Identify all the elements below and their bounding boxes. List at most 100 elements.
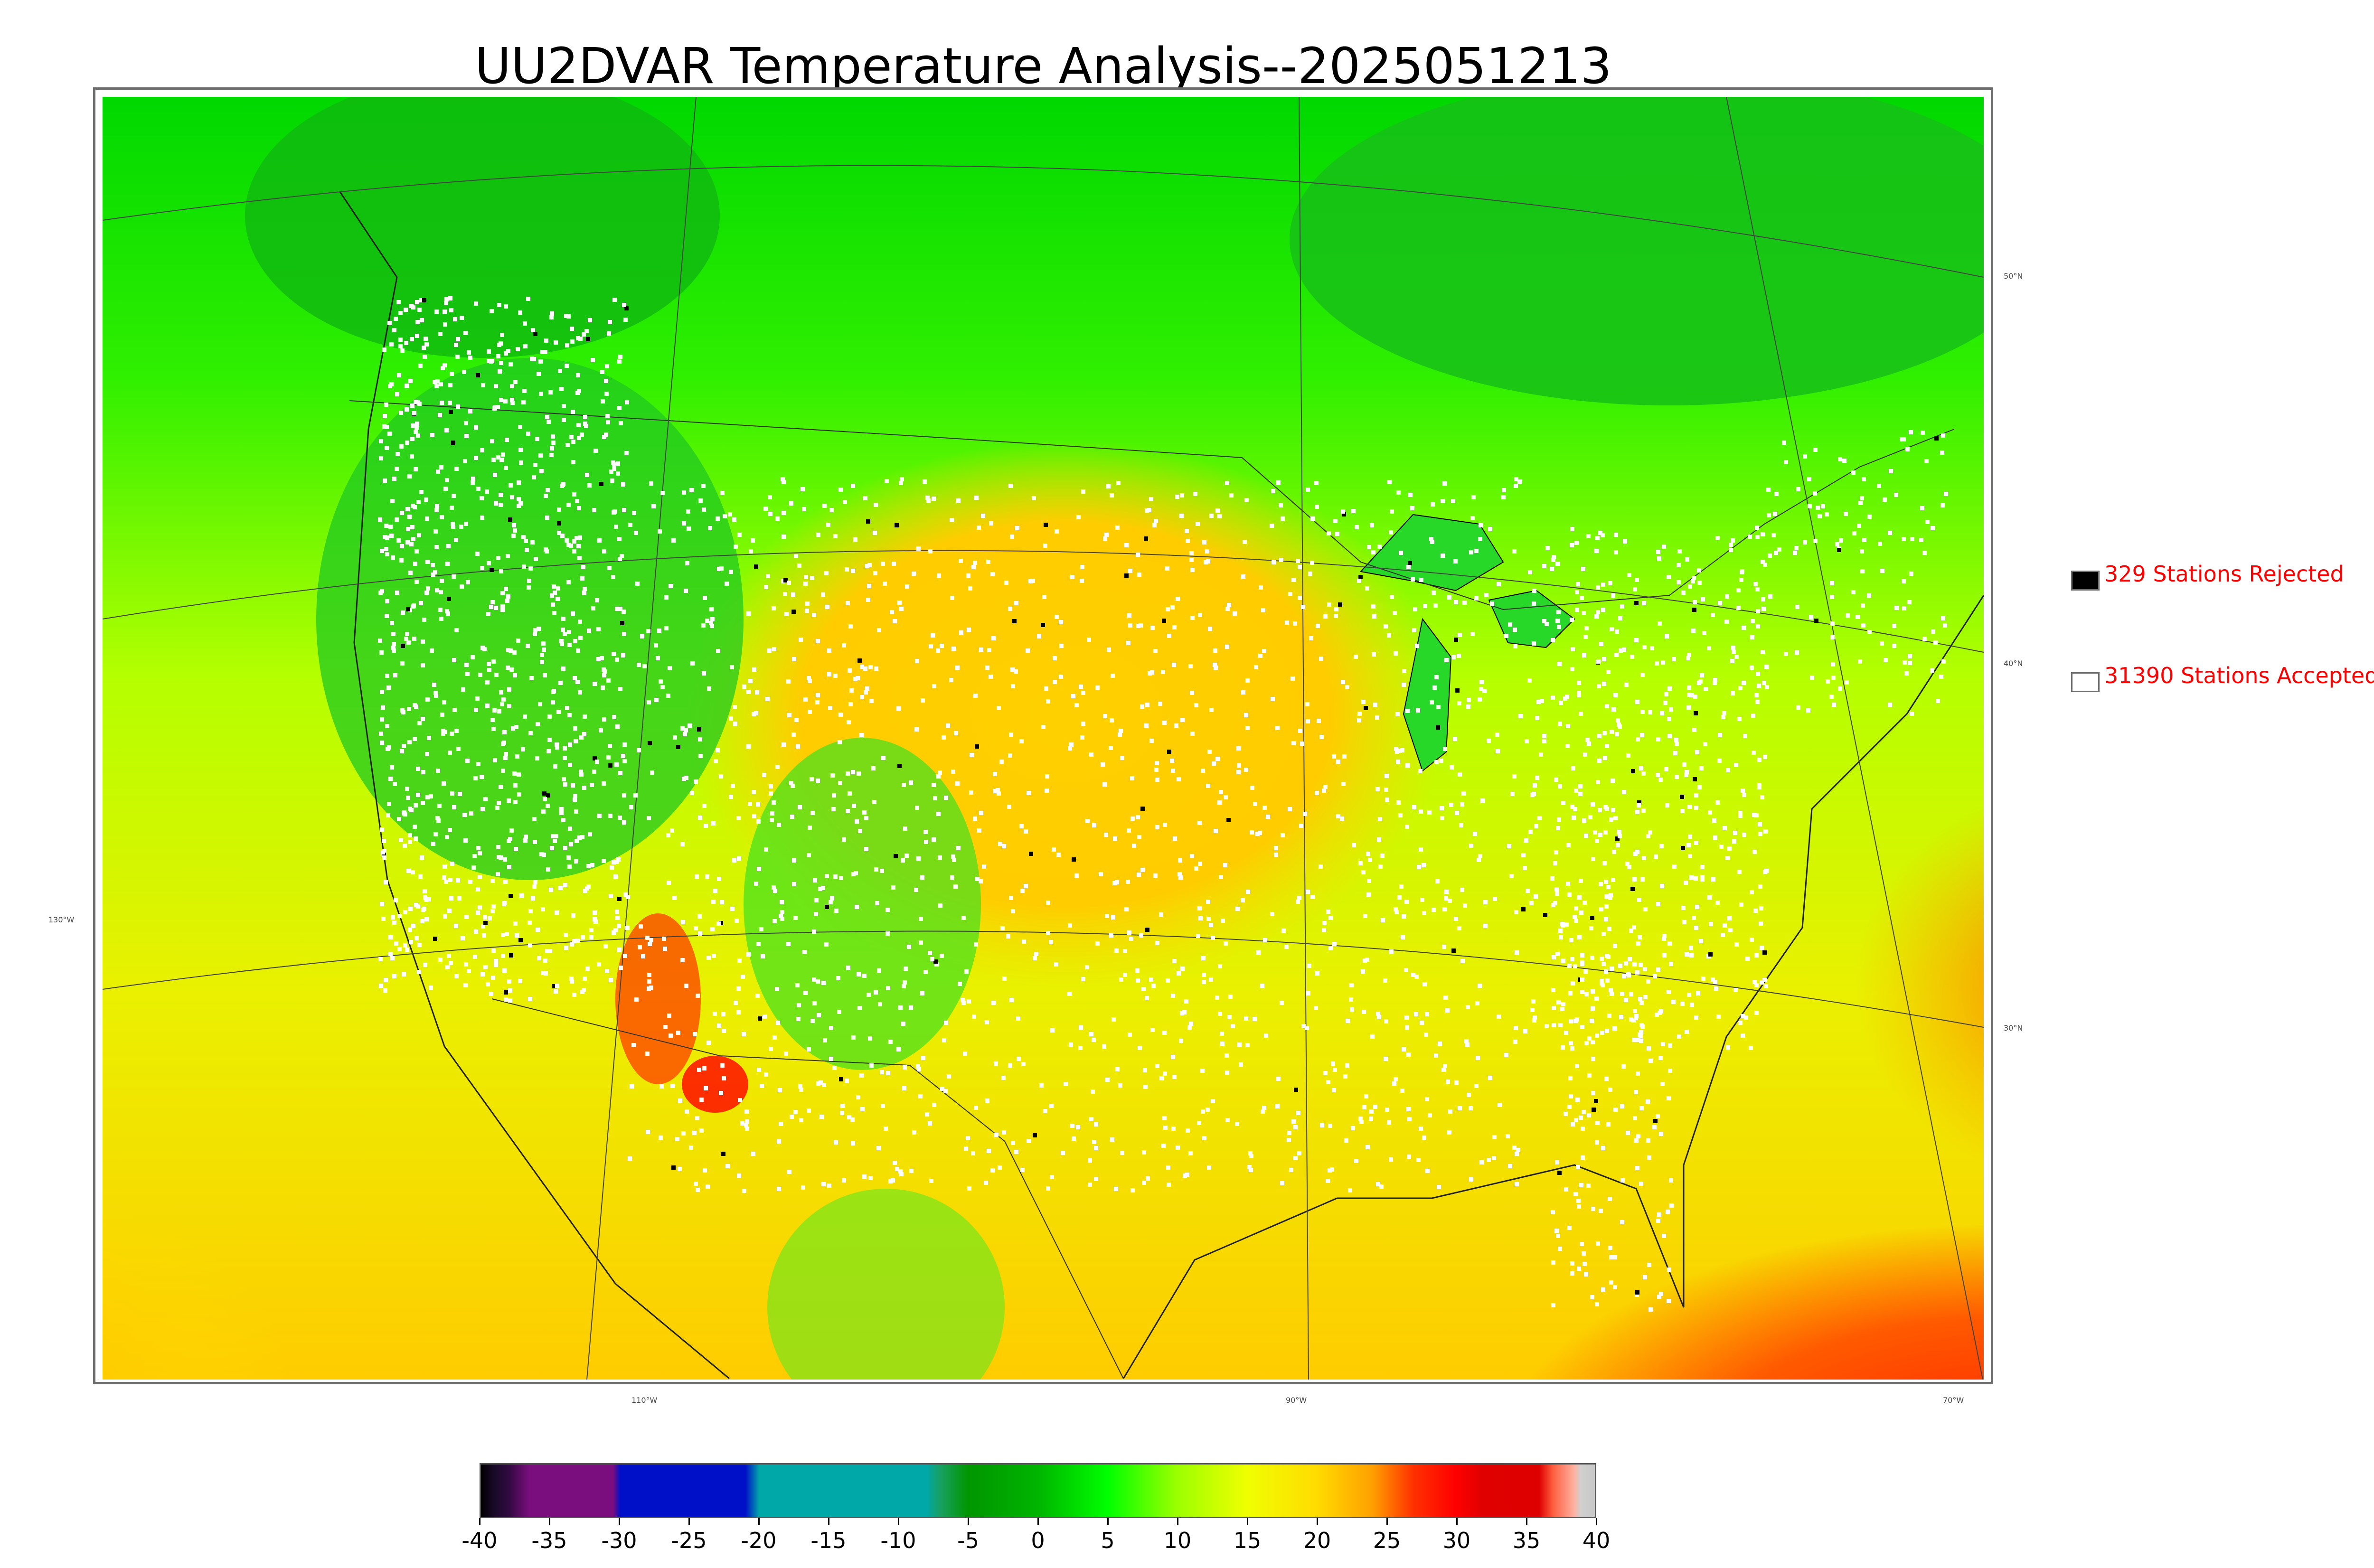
station-marker: [1167, 634, 1171, 638]
station-marker: [656, 656, 660, 660]
station-marker: [769, 784, 773, 789]
station-marker: [505, 932, 509, 936]
station-marker: [439, 465, 443, 469]
station-marker: [683, 732, 687, 736]
station-marker: [1147, 508, 1151, 512]
station-marker: [778, 1088, 782, 1092]
station-marker: [720, 1063, 725, 1068]
station-marker: [440, 579, 444, 583]
station-marker: [463, 331, 468, 335]
station-marker: [1668, 1069, 1672, 1073]
station-marker: [618, 557, 622, 561]
station-marker: [1087, 638, 1091, 642]
station-marker: [1663, 701, 1667, 705]
station-marker: [410, 404, 415, 408]
station-marker: [719, 774, 723, 779]
station-marker: [1551, 558, 1555, 562]
station-marker: [1624, 998, 1628, 1002]
temperature-map[interactable]: [93, 87, 1993, 1384]
station-marker: [1542, 619, 1546, 623]
station-marker: [1479, 523, 1483, 527]
station-marker: [1373, 1105, 1377, 1109]
station-marker: [1095, 685, 1100, 690]
station-marker: [1591, 802, 1595, 807]
station-marker: [1089, 1032, 1093, 1036]
station-marker: [487, 662, 491, 666]
station-marker: [1838, 686, 1842, 691]
station-marker: [1363, 914, 1367, 918]
station-marker: [488, 916, 492, 920]
station-marker: [387, 432, 392, 436]
station-marker: [786, 679, 791, 684]
station-marker: [431, 573, 435, 577]
station-marker: [1571, 981, 1575, 986]
station-marker: [1656, 773, 1660, 777]
station-marker: [650, 770, 654, 775]
station-marker: [533, 840, 537, 844]
station-marker: [1212, 761, 1216, 766]
station-marker: [680, 958, 685, 962]
station-marker: [776, 1021, 780, 1025]
station-marker: [622, 793, 626, 798]
station-marker: [1606, 1122, 1611, 1127]
station-marker: [1262, 806, 1267, 810]
station-marker: [568, 763, 572, 767]
station-marker: [659, 1084, 664, 1089]
station-marker: [1011, 1141, 1015, 1145]
station-marker: [1371, 550, 1375, 554]
station-marker: [1570, 1261, 1574, 1266]
station-marker: [1734, 942, 1739, 947]
station-marker: [791, 732, 796, 737]
station-marker: [1115, 1067, 1120, 1071]
station-marker: [1024, 884, 1028, 888]
station-marker: [796, 1017, 801, 1021]
station-marker: [1474, 596, 1479, 601]
station-marker: [1639, 766, 1643, 770]
station-marker: [596, 627, 601, 631]
station-marker: [746, 690, 751, 694]
station-marker: [1092, 1038, 1096, 1042]
station-marker: [547, 738, 552, 742]
station-marker: [1813, 539, 1818, 543]
colorbar-tick-label: 20: [1303, 1528, 1331, 1553]
station-marker: [1046, 699, 1050, 704]
station-marker: [435, 816, 440, 820]
station-marker: [422, 618, 426, 622]
station-marker: [1241, 898, 1245, 902]
station-marker: [1716, 1014, 1721, 1019]
station-marker: [1315, 791, 1319, 795]
station-marker: [1910, 537, 1914, 541]
station-marker: [1741, 1033, 1745, 1038]
station-marker: [1682, 920, 1686, 924]
station-marker: [414, 430, 418, 434]
station-marker: [538, 359, 543, 364]
station-marker: [1647, 1046, 1651, 1051]
station-marker: [1402, 914, 1406, 919]
station-marker: [667, 881, 671, 885]
station-marker: [507, 687, 511, 692]
station-marker: [1808, 504, 1812, 508]
station-marker: [993, 789, 998, 793]
station-marker: [1508, 1164, 1512, 1168]
station-marker: [1120, 756, 1124, 760]
station-marker: [1599, 907, 1603, 911]
station-marker: [1680, 1002, 1685, 1006]
station-marker: [961, 916, 966, 920]
station-marker: [1582, 611, 1586, 615]
station-marker: [504, 990, 508, 995]
station-marker: [388, 384, 392, 388]
station-marker: [392, 920, 396, 925]
station-marker: [1590, 1019, 1594, 1023]
station-marker: [424, 342, 429, 347]
station-marker: [1475, 1001, 1479, 1005]
station-marker: [1291, 676, 1295, 681]
station-marker: [1009, 896, 1013, 900]
station-marker: [1742, 626, 1746, 630]
station-marker: [1640, 673, 1645, 677]
station-marker: [738, 1098, 742, 1102]
station-marker: [491, 904, 496, 909]
station-marker: [1334, 607, 1338, 611]
station-marker: [730, 665, 734, 669]
station-marker: [1574, 1118, 1578, 1122]
station-marker: [940, 1087, 944, 1091]
